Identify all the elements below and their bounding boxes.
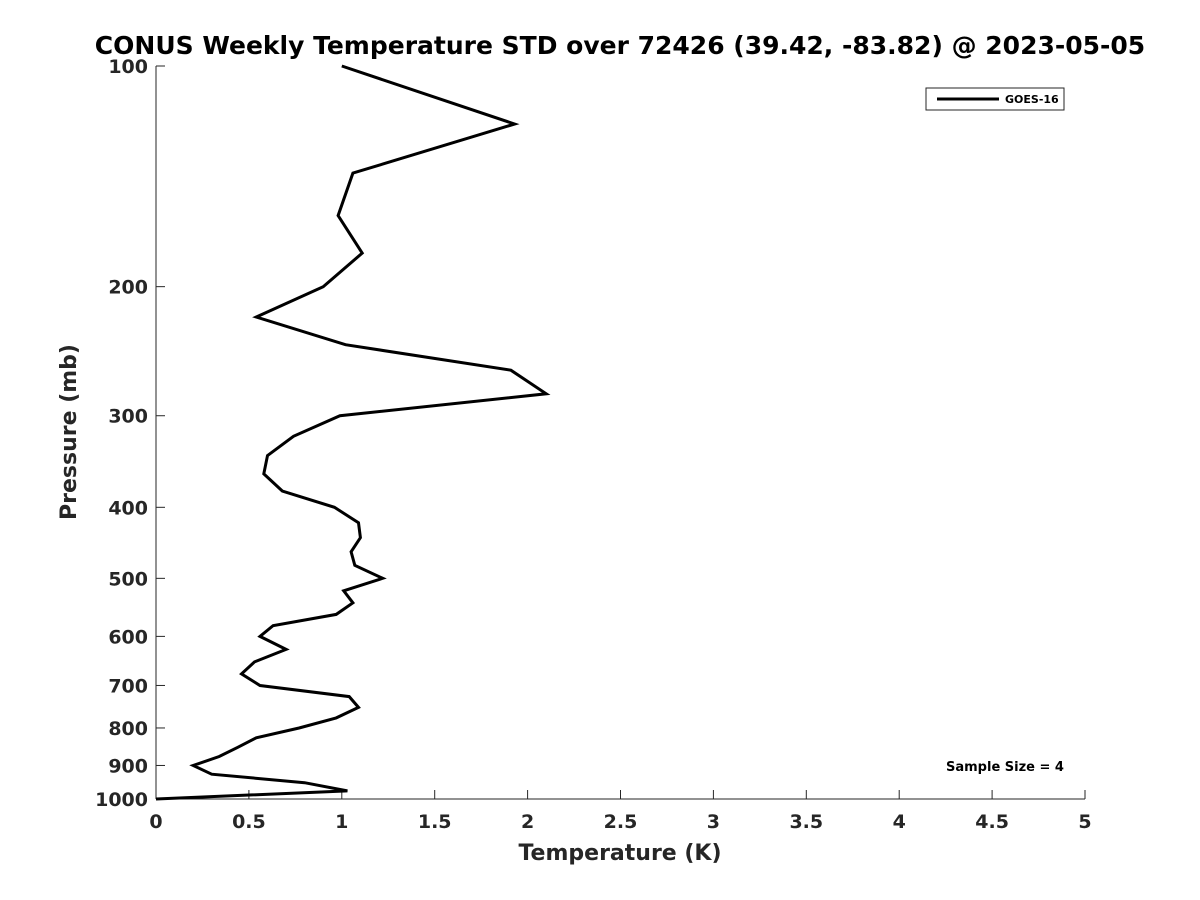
x-tick-label: 3.5 <box>789 811 823 833</box>
y-tick-label: 900 <box>108 755 148 777</box>
sample-size-annotation: Sample Size = 4 <box>946 760 1064 775</box>
series-line-goes-16 <box>155 64 551 801</box>
x-axis-label: Temperature (K) <box>518 841 721 866</box>
y-tick-label: 800 <box>108 718 148 740</box>
y-tick-label: 300 <box>108 406 148 428</box>
x-tick-label: 3 <box>707 811 720 833</box>
y-tick-label: 100 <box>108 56 148 78</box>
x-tick-label: 4.5 <box>975 811 1009 833</box>
y-tick-label: 1000 <box>95 789 148 811</box>
legend: GOES-16 <box>925 87 1065 111</box>
series-group <box>155 64 551 801</box>
x-tick-label: 2 <box>521 811 534 833</box>
x-tick-label: 5 <box>1078 811 1091 833</box>
y-axis-label: Pressure (mb) <box>57 344 82 520</box>
chart-title: CONUS Weekly Temperature STD over 72426 … <box>95 31 1145 60</box>
legend-label-goes-16: GOES-16 <box>1005 93 1059 106</box>
y-tick-label: 400 <box>108 497 148 519</box>
x-tick-label: 2.5 <box>604 811 638 833</box>
x-tick-label: 1.5 <box>418 811 452 833</box>
y-tick-label: 500 <box>108 568 148 590</box>
y-ticks: 100 200 300 400 500 600 700 800 900 1000 <box>95 56 165 811</box>
y-tick-label: 700 <box>108 675 148 697</box>
y-tick-label: 200 <box>108 277 148 299</box>
x-tick-label: 0.5 <box>232 811 266 833</box>
y-tick-label: 600 <box>108 626 148 648</box>
x-tick-label: 4 <box>893 811 906 833</box>
x-ticks: 0 0.5 1 1.5 2 2.5 3 3.5 4 4.5 5 <box>149 790 1092 833</box>
x-tick-label: 1 <box>335 811 348 833</box>
x-tick-label: 0 <box>149 811 162 833</box>
